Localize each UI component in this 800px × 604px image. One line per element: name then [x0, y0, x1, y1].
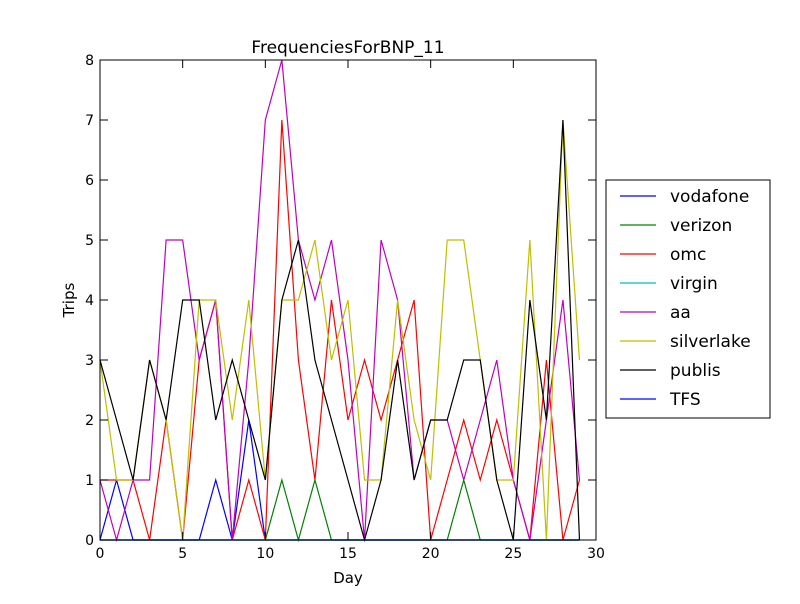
y-axis-label: Trips	[60, 283, 78, 319]
legend-label-vodafone: vodafone	[670, 187, 749, 207]
y-tick-label: 1	[85, 473, 94, 489]
y-tick-label: 2	[85, 413, 94, 429]
y-tick-label: 4	[85, 293, 94, 309]
ticks-layer: 0 5 10 15 20 25 30 0 1 2 3 4 5 6 7 8	[85, 53, 605, 562]
y-tick-label: 7	[85, 113, 94, 129]
y-tick-label: 3	[85, 353, 94, 369]
x-tick-label: 10	[256, 546, 274, 562]
y-tick-label: 6	[85, 173, 94, 189]
y-tick-label: 5	[85, 233, 94, 249]
x-tick-label: 0	[96, 546, 105, 562]
y-tick-label: 0	[85, 533, 94, 549]
series-line-publis	[99, 119, 581, 543]
legend-label-tfs: TFS	[669, 390, 701, 410]
series-line-silverlake	[99, 119, 581, 541]
legend: vodafone verizon omc virgin aa silverlake publ…	[605, 179, 771, 419]
x-tick-label: 5	[178, 546, 187, 562]
x-tick-label: 25	[504, 546, 522, 562]
legend-label-virgin: virgin	[670, 274, 718, 294]
legend-label-aa: aa	[670, 303, 691, 323]
series-line-aa	[99, 59, 581, 543]
legend-label-silverlake: silverlake	[670, 332, 751, 352]
chart-title: FrequenciesForBNP_11	[251, 38, 444, 58]
legend-label-publis: publis	[670, 361, 721, 381]
legend-label-verizon: verizon	[670, 216, 732, 236]
x-tick-label: 20	[422, 546, 440, 562]
legend-label-omc: omc	[670, 245, 706, 265]
legend-frame	[605, 179, 771, 419]
y-tick-label: 8	[85, 53, 94, 69]
x-axis-label: Day	[333, 569, 363, 587]
x-tick-label: 30	[587, 546, 605, 562]
x-tick-label: 15	[339, 546, 357, 562]
